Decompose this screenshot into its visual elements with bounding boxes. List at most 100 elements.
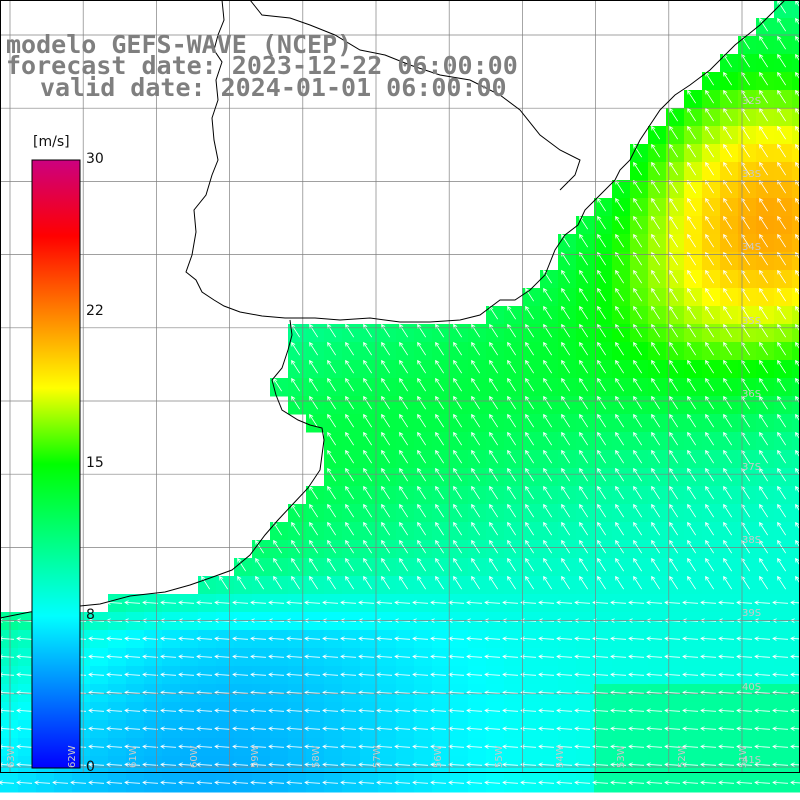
wind-arrow	[705, 89, 715, 104]
lat-label: 36S	[742, 388, 762, 400]
wind-arrow	[381, 539, 391, 554]
wind-arrow	[304, 672, 321, 677]
wind-arrow	[597, 521, 607, 536]
wind-arrow	[579, 305, 589, 320]
wind-arrow	[124, 726, 141, 731]
wind-arrow	[304, 654, 321, 659]
wind-arrow	[327, 467, 337, 482]
lat-label: 38S	[742, 535, 762, 547]
wind-arrow	[52, 780, 69, 785]
wind-arrow	[435, 467, 445, 482]
wind-arrow	[687, 557, 697, 572]
wind-arrow	[142, 762, 159, 767]
wind-arrow	[754, 744, 771, 749]
wind-arrow	[687, 377, 697, 392]
wind-arrow	[160, 672, 177, 677]
wind-arrow	[327, 377, 337, 392]
wind-arrow	[489, 467, 499, 482]
wind-arrow	[255, 575, 265, 590]
wind-arrow	[777, 305, 787, 320]
wind-arrow	[471, 413, 481, 428]
wind-arrow	[615, 215, 625, 230]
wind-arrow	[790, 762, 800, 767]
wind-arrow	[466, 672, 483, 677]
wind-arrow	[759, 539, 769, 554]
wind-arrow	[633, 503, 643, 518]
wind-arrow	[633, 179, 643, 194]
wind-arrow	[556, 744, 573, 749]
wind-arrow	[381, 341, 391, 356]
wind-arrow	[633, 431, 643, 446]
field-cell	[792, 378, 800, 397]
wind-arrow	[466, 600, 483, 605]
wind-arrow	[777, 449, 787, 464]
wind-arrow	[16, 636, 33, 641]
wind-arrow	[669, 413, 679, 428]
wind-arrow	[345, 323, 355, 338]
wind-arrow	[687, 359, 697, 374]
wind-arrow	[561, 305, 571, 320]
wind-arrow	[669, 503, 679, 518]
wind-arrow	[759, 305, 769, 320]
wind-arrow	[160, 600, 177, 605]
wind-arrow	[525, 539, 535, 554]
wind-arrow	[664, 636, 681, 641]
wind-arrow	[363, 449, 373, 464]
wind-arrow	[561, 377, 571, 392]
wind-arrow	[471, 359, 481, 374]
wind-arrow	[759, 107, 769, 122]
wind-arrow	[723, 395, 733, 410]
wind-arrow	[633, 197, 643, 212]
wind-arrow	[687, 323, 697, 338]
wind-arrow	[417, 539, 427, 554]
wind-arrow	[718, 744, 735, 749]
wind-arrow	[615, 341, 625, 356]
wind-arrow	[399, 467, 409, 482]
wind-arrow	[538, 744, 555, 749]
wind-arrow	[502, 636, 519, 641]
wind-arrow	[232, 600, 249, 605]
wind-arrow	[304, 708, 321, 713]
wind-arrow	[340, 780, 357, 785]
wind-arrow	[484, 726, 501, 731]
wind-arrow	[682, 654, 699, 659]
wind-arrow	[489, 359, 499, 374]
wind-arrow	[615, 521, 625, 536]
wind-arrow	[615, 557, 625, 572]
wind-arrow	[705, 431, 715, 446]
wind-arrow	[723, 287, 733, 302]
wind-arrow	[687, 305, 697, 320]
coastline	[185, 0, 786, 323]
wind-arrow	[286, 672, 303, 677]
field-cell	[792, 396, 800, 415]
wind-arrow	[0, 708, 15, 713]
wind-arrow	[687, 89, 697, 104]
wind-arrow	[723, 575, 733, 590]
wind-arrow	[435, 395, 445, 410]
wind-arrow	[651, 413, 661, 428]
wind-arrow	[646, 762, 663, 767]
wind-arrow	[304, 600, 321, 605]
wind-arrow	[520, 636, 537, 641]
wind-arrow	[471, 557, 481, 572]
wind-arrow	[651, 539, 661, 554]
wind-arrow	[435, 503, 445, 518]
lat-label: 37S	[742, 462, 762, 473]
wind-arrow	[417, 431, 427, 446]
wind-arrow	[178, 744, 195, 749]
wind-arrow	[610, 744, 627, 749]
wind-arrow	[561, 557, 571, 572]
wind-arrow	[358, 654, 375, 659]
wind-arrow	[471, 485, 481, 500]
wind-arrow	[268, 636, 285, 641]
wind-arrow	[543, 449, 553, 464]
wind-arrow	[759, 557, 769, 572]
wind-arrow	[723, 359, 733, 374]
field-cell	[792, 774, 800, 793]
wind-arrow	[327, 323, 337, 338]
wind-arrow	[574, 780, 591, 785]
wind-arrow	[484, 780, 501, 785]
wind-arrow	[381, 503, 391, 518]
wind-arrow	[507, 467, 517, 482]
